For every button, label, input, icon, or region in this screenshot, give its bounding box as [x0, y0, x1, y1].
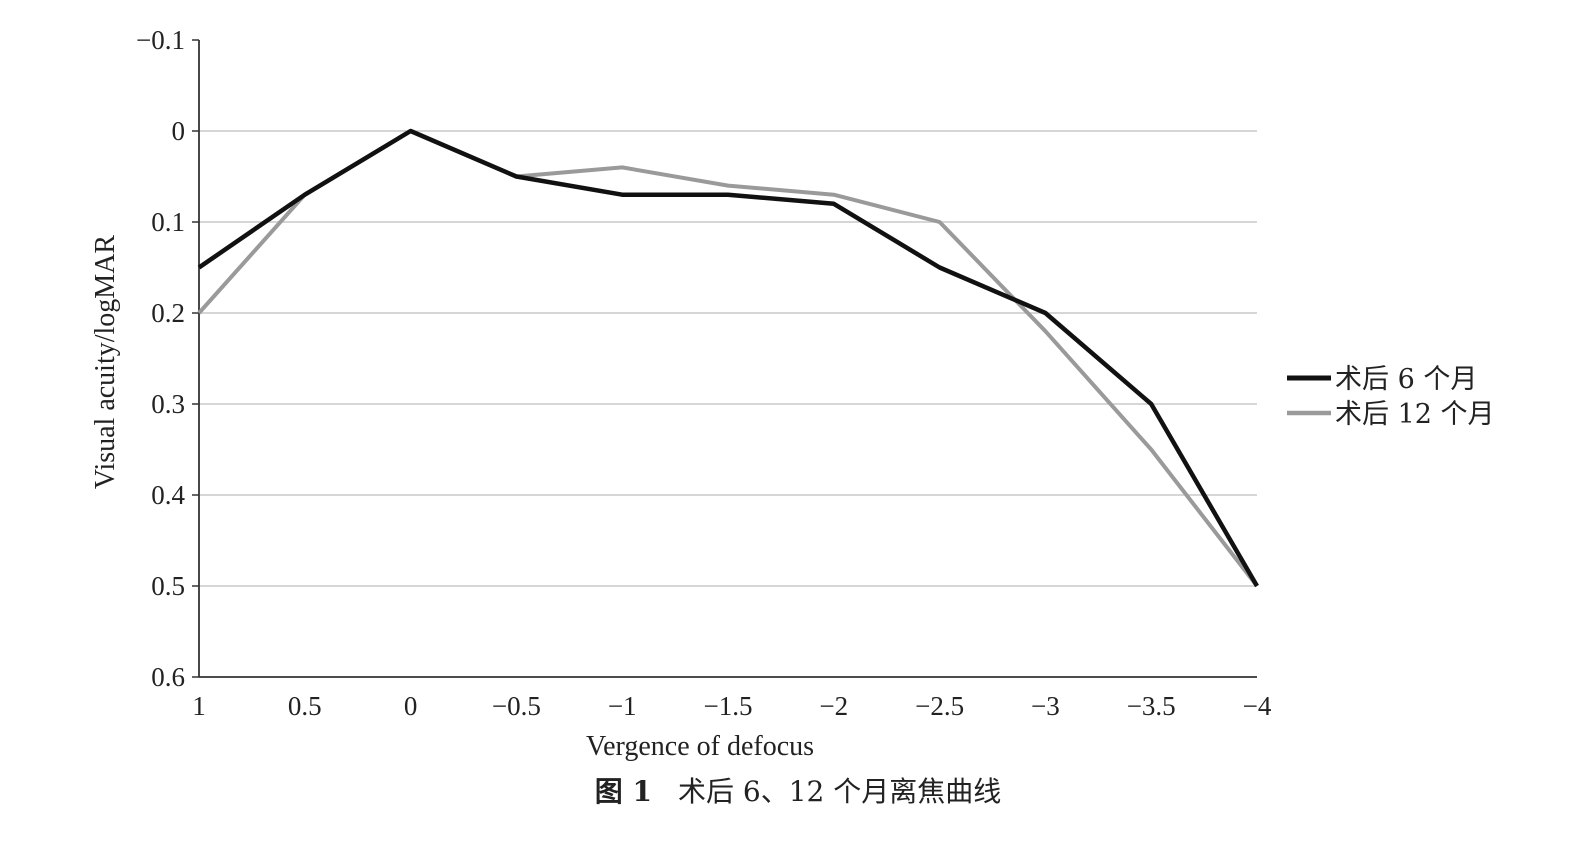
y-tick-labels: −0.1 0 0.1 0.2 0.3 0.4 0.5 0.6: [136, 25, 185, 692]
grid-lines: [199, 130, 1257, 587]
x-tick-label: −2.5: [915, 691, 964, 721]
legend-label: 术后 6 个月: [1335, 364, 1477, 395]
y-tick-label: 0.6: [151, 662, 185, 692]
y-tick-label: 0: [172, 116, 186, 146]
x-tick-labels: 1 0.5 0 −0.5 −1 −1.5 −2 −2.5 −3 −3.5 −4: [192, 691, 1272, 721]
legend-label: 术后 12 个月: [1335, 399, 1495, 430]
series-line-1: [197, 128, 1259, 588]
y-tick-label: 0.1: [151, 207, 185, 237]
x-tick-label: −3.5: [1127, 691, 1176, 721]
figure-number: 图 1: [594, 775, 652, 808]
y-tick-label: 0.4: [151, 480, 185, 510]
series-lines: [197, 128, 1259, 588]
figure-caption: 图 1 术后 6、12 个月离焦曲线: [0, 770, 1596, 810]
x-tick-label: 0: [404, 691, 418, 721]
x-tick-label: −1: [608, 691, 637, 721]
x-tick-label: 0.5: [288, 691, 322, 721]
y-tick-label: 0.2: [151, 298, 185, 328]
x-axis-title: Vergence of defocus: [586, 731, 814, 762]
x-tick-label: −1.5: [704, 691, 753, 721]
x-tick-label: 1: [192, 691, 206, 721]
y-axis-title: Visual acuity/logMAR: [90, 235, 121, 490]
x-tick-label: −0.5: [492, 691, 541, 721]
x-tick-label: −4: [1243, 691, 1272, 721]
x-tick-label: −3: [1031, 691, 1060, 721]
y-tick-label: −0.1: [136, 25, 185, 55]
axes: [192, 39, 1257, 678]
y-tick-label: 0.3: [151, 389, 185, 419]
x-tick-label: −2: [819, 691, 848, 721]
y-tick-label: 0.5: [151, 571, 185, 601]
figure-caption-text: 术后 6、12 个月离焦曲线: [677, 775, 1002, 808]
